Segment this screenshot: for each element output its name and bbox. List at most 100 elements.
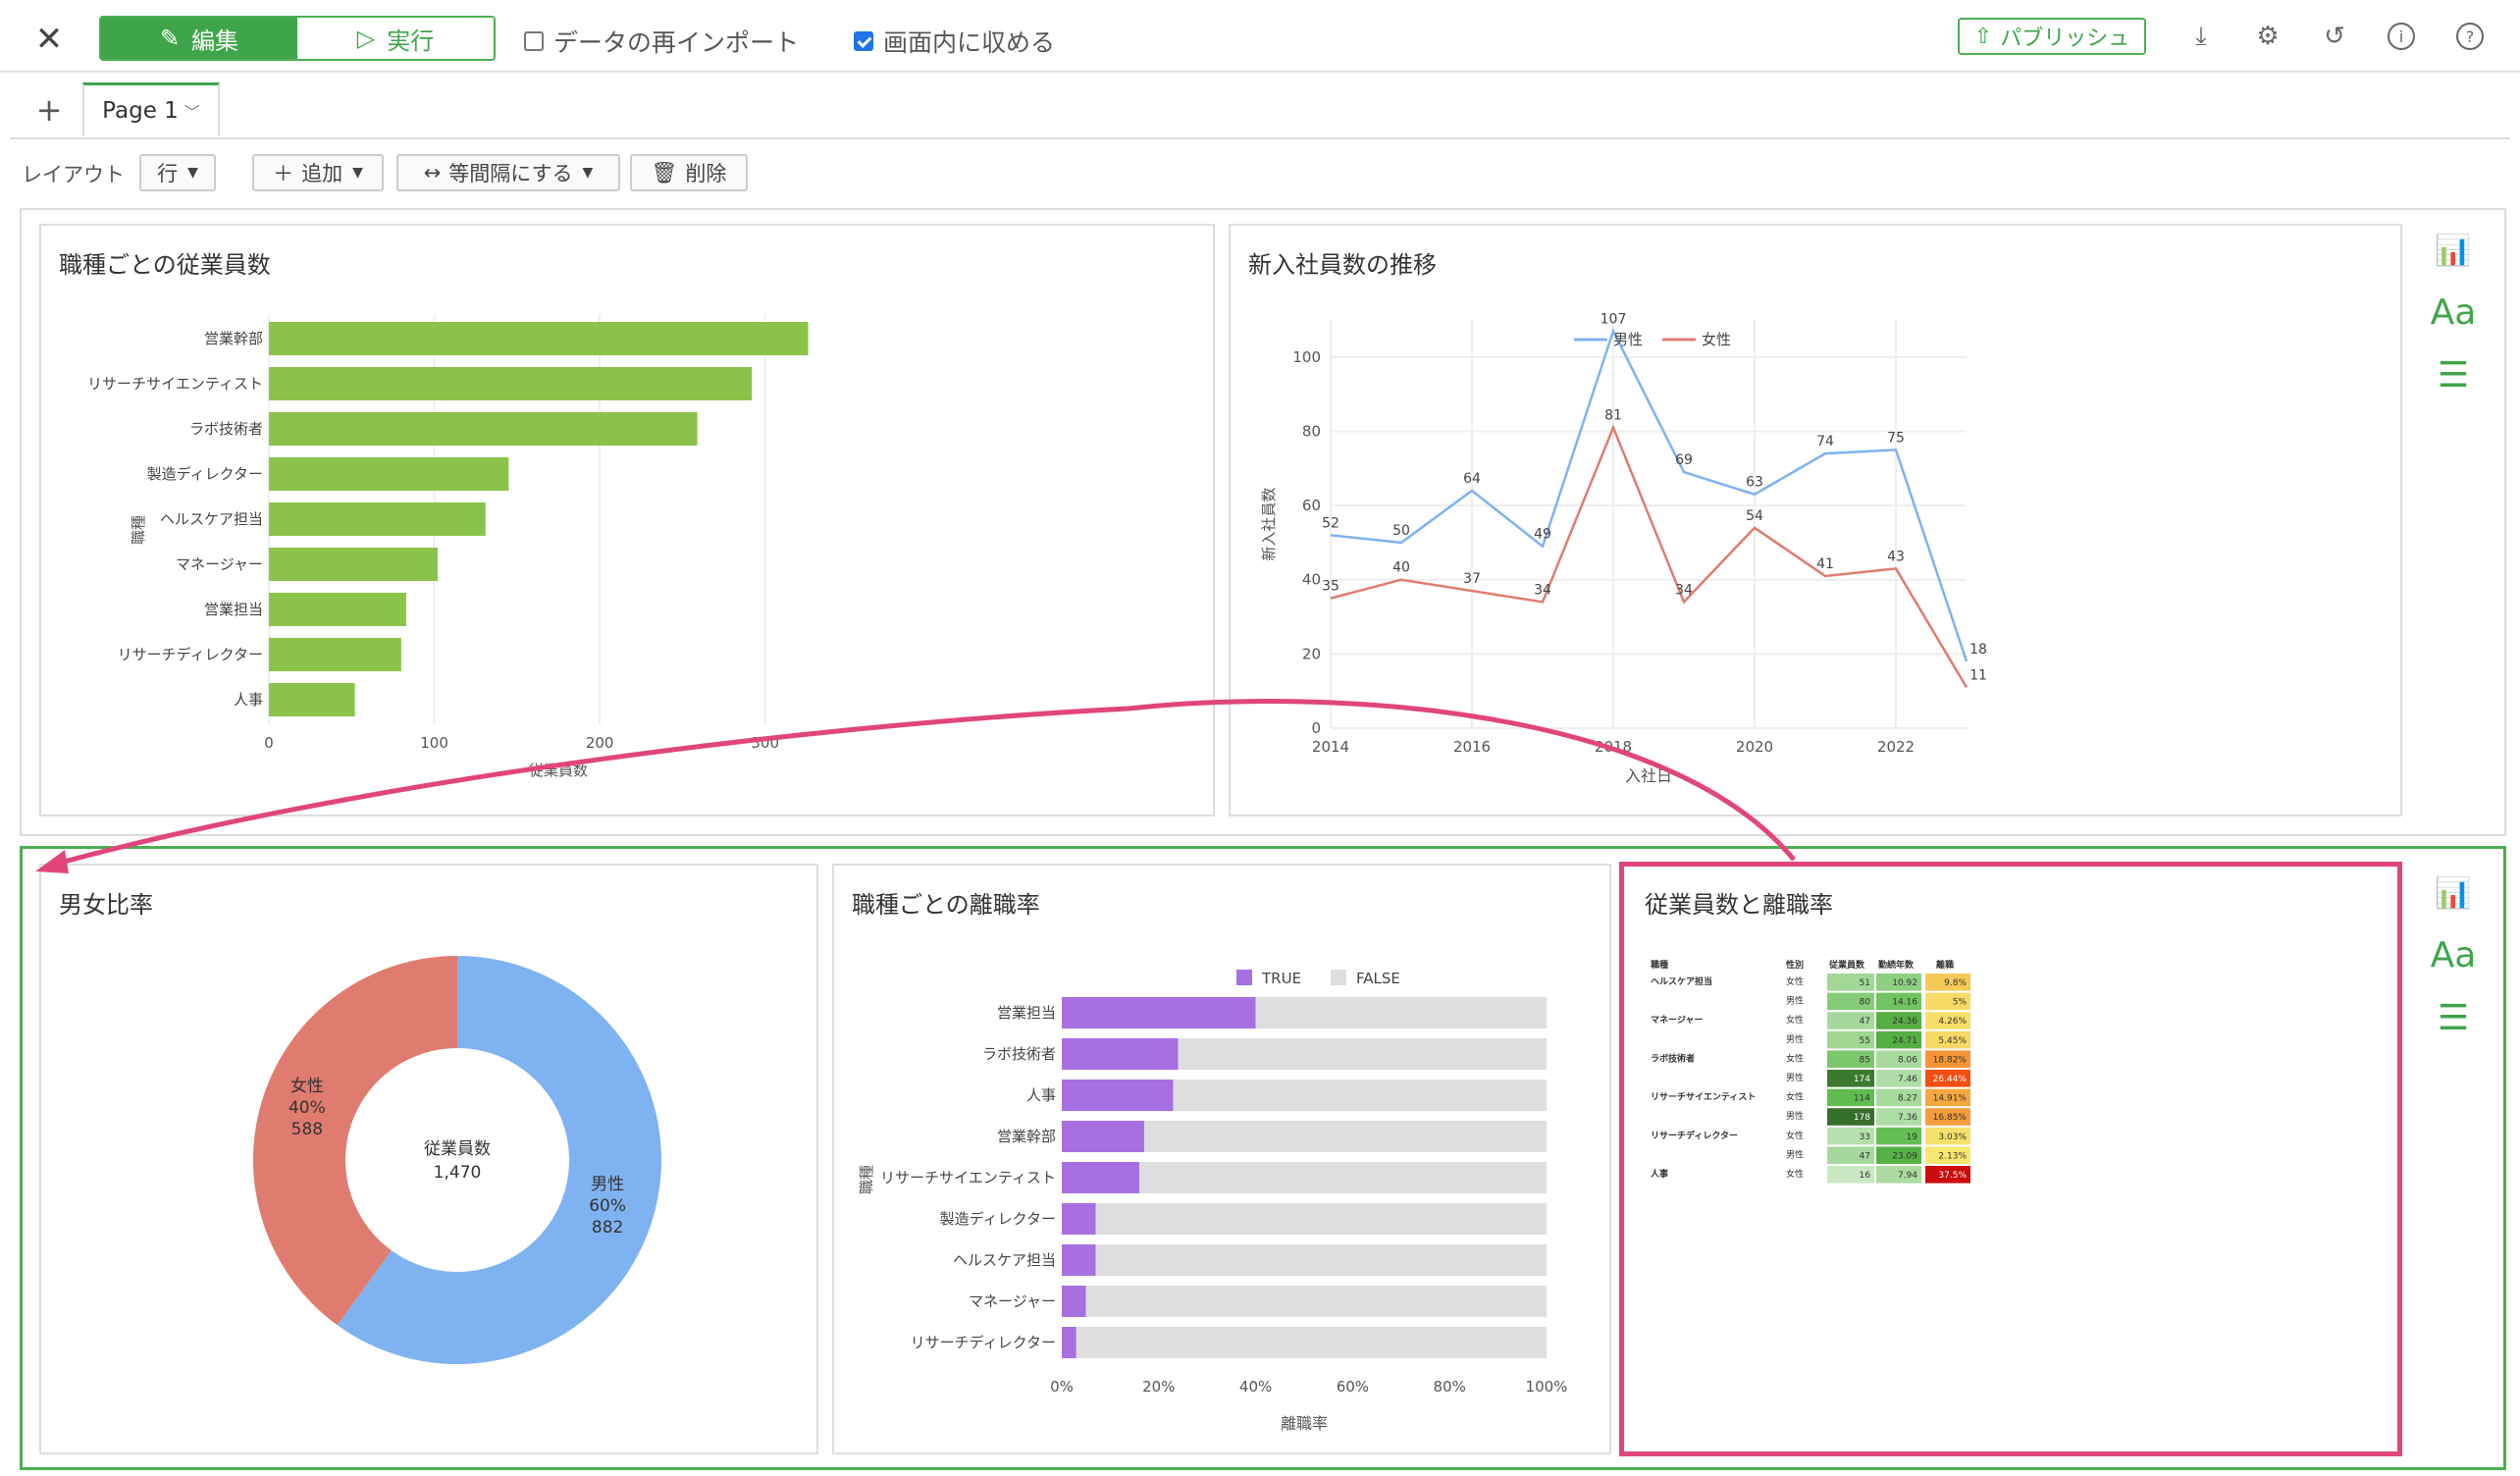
caret-down-icon: ▼ — [187, 165, 198, 181]
gear-icon[interactable]: ⚙ — [2256, 22, 2280, 51]
x-tick-label: 80% — [1434, 1378, 1466, 1396]
heat-cell — [1827, 1166, 1874, 1184]
history-icon[interactable]: ↺ — [2324, 22, 2345, 51]
bar-TRUE — [1062, 1244, 1096, 1276]
column-header: 職種 — [1651, 959, 1668, 971]
heat-cell — [1925, 1146, 1970, 1164]
card-attrition-by-job[interactable]: 職種ごとの離職率 0% 20% 40% 60% 80% 100% 営業担当 ラボ技術者 人事 営業… — [832, 864, 1611, 1454]
cell-value: 7.46 — [1898, 1075, 1917, 1084]
trash-icon: 🗑 — [651, 160, 678, 184]
bar — [269, 322, 809, 355]
edit-button[interactable]: ✎ 編集 — [101, 18, 297, 59]
y-tick-label: 60 — [1302, 497, 1321, 514]
data-label: 63 — [1746, 475, 1763, 491]
cell-value: 51 — [1860, 978, 1870, 988]
column-header: 離職 — [1936, 959, 1954, 971]
slice-percent: 40% — [289, 1098, 326, 1118]
category-label: 製造ディレクター — [940, 1210, 1056, 1228]
run-button[interactable]: ▷ 実行 — [297, 18, 494, 59]
x-tick-label: 60% — [1337, 1378, 1369, 1396]
cell-value: 24.36 — [1892, 1017, 1917, 1027]
cell-value: 2.13% — [1938, 1151, 1967, 1161]
hamburger-icon[interactable]: ☰ — [2437, 998, 2470, 1038]
attrition-stacked-bar-chart: 0% 20% 40% 60% 80% 100% 営業担当ラボ技術者人事営業幹部リサーチサイエ… — [858, 970, 1567, 1433]
heat-cell — [1925, 1050, 1970, 1068]
help-icon[interactable]: ? — [2455, 22, 2485, 51]
heat-cell — [1925, 1012, 1970, 1029]
card-new-hires[interactable]: 新入社員数の推移 0 20 40 60 80 100 2014 2016 2018 2020 202… — [1229, 224, 2402, 817]
heat-cell — [1925, 1166, 1970, 1184]
slice-percent: 60% — [589, 1196, 626, 1216]
fit-label: 画面内に収める — [883, 28, 1056, 57]
cell-value: 18.82% — [1933, 1055, 1968, 1065]
fit-checkbox-box[interactable] — [854, 31, 873, 51]
legend-swatch — [1331, 970, 1346, 985]
download-icon[interactable]: ⤓ — [2195, 21, 2207, 51]
employees-bar-chart: 0 100 200 300 営業幹部リサーチサイエンティストラボ技術者製造ディレクターヘ… — [87, 314, 809, 779]
add-dropdown[interactable]: ＋ 追加 ▼ — [252, 154, 384, 191]
y-tick-label: 20 — [1302, 645, 1321, 662]
reimport-checkbox-box[interactable] — [524, 31, 544, 51]
heat-cell — [1827, 1146, 1874, 1164]
horizontal-arrows-icon: ↔ — [423, 161, 442, 184]
legend-label: 男性 — [1613, 331, 1643, 348]
fit-checkbox[interactable]: 画面内に収める — [854, 24, 1055, 59]
reimport-checkbox[interactable]: データの再インポート — [524, 24, 799, 59]
delete-button[interactable]: 🗑 削除 — [630, 154, 748, 191]
text-tool-button[interactable]: Aa — [2430, 935, 2477, 975]
data-label: 41 — [1816, 556, 1834, 572]
bar — [269, 548, 438, 581]
x-tick-label: 300 — [751, 734, 779, 752]
category-label: リサーチディレクター — [911, 1334, 1056, 1351]
publish-button[interactable]: ⇧ パブリッシュ — [1958, 18, 2146, 55]
bar-TRUE — [1062, 1080, 1174, 1111]
row-sex: 男性 — [1786, 1110, 1804, 1122]
slice-value: 882 — [592, 1218, 623, 1238]
card-gender-ratio[interactable]: 男女比率 男性 60% 882 女性 40% 588 従業員数 1,470 — [39, 864, 818, 1454]
cell-value: 85 — [1860, 1055, 1870, 1065]
bar — [269, 367, 753, 400]
category-label: 製造ディレクター — [147, 465, 263, 483]
play-icon: ▷ — [356, 25, 376, 52]
category-label: リサーチディレクター — [118, 646, 263, 663]
data-label: 11 — [1969, 667, 1987, 683]
heat-cell — [1925, 1108, 1970, 1126]
data-label: 69 — [1675, 452, 1693, 468]
card-employees-by-job[interactable]: 職種ごとの従業員数 0 100 200 300 営業幹部 リサーチサイエンティスト ラボ技術… — [39, 224, 1215, 817]
y-axis-label: 職種 — [130, 515, 147, 545]
layout-row-dropdown[interactable]: 行 ▼ — [139, 154, 216, 191]
category-label: ラボ技術者 — [189, 420, 263, 438]
category-label: 営業担当 — [204, 601, 263, 618]
x-tick-label: 2022 — [1877, 738, 1915, 756]
category-label: リサーチサイエンティスト — [880, 1169, 1056, 1186]
row-sex: 男性 — [1786, 1148, 1804, 1160]
heat-cell — [1827, 1127, 1874, 1145]
bar-chart-icon[interactable]: 📊 — [2435, 876, 2472, 911]
bar-TRUE — [1062, 1286, 1086, 1317]
add-page-button[interactable]: + — [35, 91, 63, 129]
heat-cell — [1827, 1012, 1874, 1029]
run-label: 実行 — [387, 26, 435, 55]
heat-cell — [1827, 1108, 1874, 1126]
heat-cell — [1876, 1050, 1921, 1068]
bar-FALSE — [1178, 1038, 1547, 1070]
heat-cell — [1925, 1030, 1970, 1049]
bar-chart-icon[interactable]: 📊 — [2435, 234, 2472, 268]
hamburger-icon[interactable]: ☰ — [2437, 355, 2470, 395]
highlight-box — [1619, 862, 2402, 1456]
equal-spacing-dropdown[interactable]: ↔ 等間隔にする ▼ — [396, 154, 620, 191]
cell-value: 14.16 — [1892, 998, 1917, 1008]
row-job: 人事 — [1650, 1168, 1668, 1180]
info-icon[interactable]: i — [2387, 22, 2416, 51]
data-label: 52 — [1322, 515, 1339, 531]
cell-value: 47 — [1860, 1017, 1870, 1027]
tab-page-1[interactable]: Page 1 ﹀ — [82, 82, 220, 137]
row-job: ヘルスケア担当 — [1651, 975, 1712, 987]
text-tool-button[interactable]: Aa — [2430, 292, 2477, 333]
legend-swatch — [1236, 970, 1252, 985]
row-job: リサーチディレクター — [1651, 1130, 1738, 1141]
heat-cell — [1925, 1127, 1970, 1145]
close-icon[interactable]: ✕ — [34, 20, 64, 59]
x-axis-label: 離職率 — [1281, 1414, 1328, 1433]
top-toolbar — [0, 0, 2520, 73]
